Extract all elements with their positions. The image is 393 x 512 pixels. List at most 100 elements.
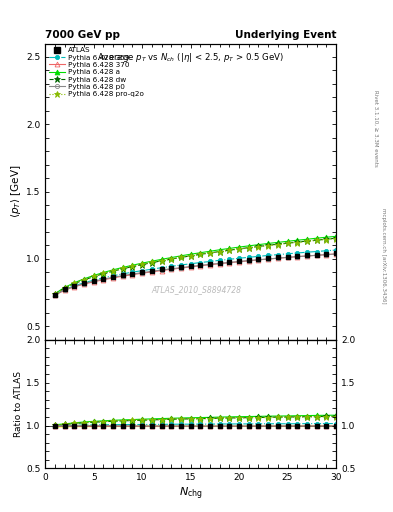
Pythia 6.428 dw (256, 243, 261, 249)
Pythia 6.428 p0 (334, 251, 338, 257)
Pythia 6.428 a (285, 238, 290, 244)
Pythia 6.428 359 (295, 250, 299, 256)
Pythia 6.428 359 (140, 268, 145, 274)
Pythia 6.428 a (275, 239, 280, 245)
Pythia 6.428 p0 (188, 263, 193, 269)
Pythia 6.428 pro-q2o (111, 268, 116, 274)
Pythia 6.428 359 (82, 280, 86, 286)
Pythia 6.428 370 (198, 263, 203, 269)
Pythia 6.428 p0 (198, 262, 203, 268)
Pythia 6.428 370 (246, 258, 251, 264)
Pythia 6.428 370 (324, 251, 329, 258)
Pythia 6.428 a (266, 240, 270, 246)
Pythia 6.428 dw (72, 281, 77, 287)
Pythia 6.428 a (314, 235, 319, 241)
Pythia 6.428 370 (140, 270, 145, 276)
Pythia 6.428 dw (188, 253, 193, 259)
Pythia 6.428 p0 (130, 271, 135, 277)
Pythia 6.428 pro-q2o (256, 244, 261, 250)
Pythia 6.428 a (334, 233, 338, 240)
Pythia 6.428 dw (159, 258, 164, 264)
Pythia 6.428 a (324, 234, 329, 240)
Pythia 6.428 pro-q2o (91, 273, 96, 280)
Pythia 6.428 dw (111, 268, 116, 274)
Pythia 6.428 pro-q2o (101, 270, 106, 276)
Pythia 6.428 dw (334, 235, 338, 241)
Pythia 6.428 a (295, 237, 299, 243)
Pythia 6.428 a (130, 262, 135, 268)
Text: ATLAS_2010_S8894728: ATLAS_2010_S8894728 (151, 285, 241, 294)
Pythia 6.428 pro-q2o (275, 242, 280, 248)
Pythia 6.428 359 (178, 262, 183, 268)
Text: Underlying Event: Underlying Event (235, 30, 336, 40)
Pythia 6.428 pro-q2o (188, 253, 193, 259)
Pythia 6.428 p0 (169, 266, 174, 272)
Pythia 6.428 dw (227, 247, 232, 253)
Pythia 6.428 pro-q2o (149, 260, 154, 266)
Pythia 6.428 dw (91, 273, 96, 280)
Pythia 6.428 a (217, 247, 222, 253)
Line: Pythia 6.428 359: Pythia 6.428 359 (53, 248, 338, 296)
Pythia 6.428 p0 (111, 274, 116, 280)
Pythia 6.428 370 (62, 287, 67, 293)
Pythia 6.428 359 (324, 248, 329, 254)
Pythia 6.428 pro-q2o (237, 246, 241, 252)
Pythia 6.428 pro-q2o (324, 237, 329, 243)
Pythia 6.428 a (101, 269, 106, 275)
Pythia 6.428 370 (130, 271, 135, 278)
Pythia 6.428 pro-q2o (130, 263, 135, 269)
Pythia 6.428 370 (82, 281, 86, 287)
Pythia 6.428 pro-q2o (266, 243, 270, 249)
Pythia 6.428 a (305, 236, 309, 242)
Pythia 6.428 dw (324, 236, 329, 242)
Pythia 6.428 dw (130, 264, 135, 270)
Pythia 6.428 370 (227, 260, 232, 266)
Pythia 6.428 dw (62, 285, 67, 291)
Pythia 6.428 dw (295, 239, 299, 245)
Pythia 6.428 pro-q2o (198, 251, 203, 258)
Pythia 6.428 370 (305, 253, 309, 259)
Pythia 6.428 370 (266, 256, 270, 262)
Pythia 6.428 dw (198, 251, 203, 258)
Pythia 6.428 p0 (305, 253, 309, 259)
Pythia 6.428 359 (62, 286, 67, 292)
Pythia 6.428 359 (188, 261, 193, 267)
Pythia 6.428 359 (101, 275, 106, 281)
Line: Pythia 6.428 pro-q2o: Pythia 6.428 pro-q2o (52, 236, 339, 297)
Pythia 6.428 370 (314, 252, 319, 259)
Pythia 6.428 a (72, 280, 77, 286)
Pythia 6.428 359 (237, 255, 241, 261)
Pythia 6.428 a (120, 264, 125, 270)
Pythia 6.428 dw (285, 240, 290, 246)
Pythia 6.428 p0 (256, 257, 261, 263)
Pythia 6.428 pro-q2o (285, 240, 290, 246)
Pythia 6.428 p0 (324, 251, 329, 258)
Y-axis label: $\langle p_T \rangle$ [GeV]: $\langle p_T \rangle$ [GeV] (9, 165, 23, 219)
Pythia 6.428 p0 (266, 256, 270, 262)
Pythia 6.428 a (178, 253, 183, 259)
Pythia 6.428 370 (256, 257, 261, 263)
Pythia 6.428 370 (91, 279, 96, 285)
Pythia 6.428 pro-q2o (334, 236, 338, 242)
Pythia 6.428 359 (53, 291, 57, 297)
Pythia 6.428 p0 (295, 253, 299, 260)
Pythia 6.428 dw (305, 238, 309, 244)
Pythia 6.428 p0 (275, 255, 280, 261)
Pythia 6.428 359 (285, 251, 290, 257)
Pythia 6.428 359 (256, 253, 261, 260)
Pythia 6.428 370 (101, 276, 106, 283)
Pythia 6.428 370 (120, 273, 125, 279)
Pythia 6.428 dw (53, 291, 57, 297)
Pythia 6.428 370 (111, 275, 116, 281)
Pythia 6.428 dw (208, 250, 212, 256)
Pythia 6.428 p0 (72, 283, 77, 289)
Pythia 6.428 p0 (246, 258, 251, 264)
Pythia 6.428 a (62, 284, 67, 290)
Pythia 6.428 370 (188, 264, 193, 270)
Pythia 6.428 p0 (208, 261, 212, 267)
Pythia 6.428 359 (130, 269, 135, 275)
Text: Average $p_T$ vs $N_{ch}$ ($|\eta|$ < 2.5, $p_T$ > 0.5 GeV): Average $p_T$ vs $N_{ch}$ ($|\eta|$ < 2.… (97, 51, 284, 64)
Pythia 6.428 p0 (314, 252, 319, 259)
Pythia 6.428 p0 (217, 260, 222, 266)
Pythia 6.428 359 (120, 271, 125, 277)
